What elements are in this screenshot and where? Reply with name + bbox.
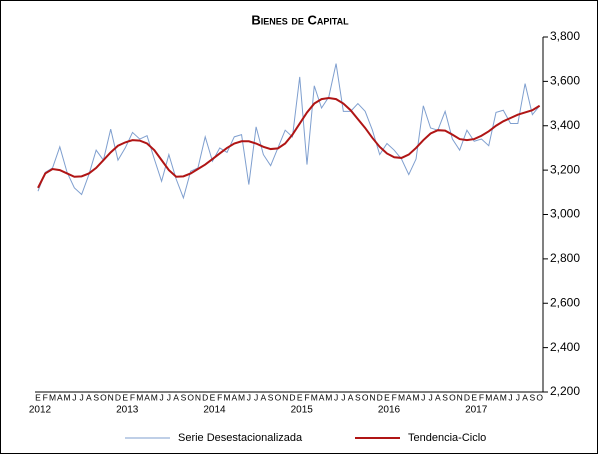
x-tick-label: M — [500, 392, 507, 402]
series-line — [37, 63, 541, 200]
x-tick-label: A — [406, 392, 412, 402]
x-tick-label: E — [471, 392, 477, 402]
x-tick-label: N — [282, 392, 288, 402]
x-tick-label: E — [384, 392, 390, 402]
x-tick-label: J — [421, 392, 425, 402]
x-tick-label: D — [464, 392, 470, 402]
x-tick-label: S — [181, 392, 187, 402]
x-tick-label: J — [508, 392, 512, 402]
x-tick-label: F — [43, 392, 48, 402]
x-tick-label: M — [398, 392, 405, 402]
year-label: 2016 — [378, 405, 401, 416]
x-tick-label: F — [392, 392, 397, 402]
x-tick-label: J — [341, 392, 345, 402]
x-tick-label: A — [173, 392, 179, 402]
x-tick-label: D — [202, 392, 208, 402]
x-tick-label: M — [238, 392, 245, 402]
x-tick-label: M — [311, 392, 318, 402]
x-tick-label: A — [261, 392, 267, 402]
x-tick-label: N — [369, 392, 375, 402]
legend-label: Serie Desestacionalizada — [178, 432, 303, 444]
series-line — [37, 97, 541, 189]
legend-label: Tendencia-Ciclo — [408, 432, 486, 444]
y-tick-label: 3,200 — [550, 162, 580, 176]
x-tick-label: F — [304, 392, 309, 402]
x-tick-label: J — [79, 392, 83, 402]
x-tick-label: A — [86, 392, 92, 402]
x-tick-label: O — [187, 392, 194, 402]
y-tick-label: 2,600 — [550, 295, 580, 309]
x-tick-label: A — [493, 392, 499, 402]
x-tick-label: J — [516, 392, 520, 402]
y-tick-label: 3,800 — [550, 29, 580, 43]
x-tick-label: E — [35, 392, 41, 402]
x-tick-label: M — [49, 392, 56, 402]
x-tick-label: D — [377, 392, 383, 402]
x-tick-label: O — [100, 392, 107, 402]
x-tick-label: J — [334, 392, 338, 402]
x-tick-label: F — [217, 392, 222, 402]
x-tick-label: N — [108, 392, 114, 402]
x-tick-label: O — [536, 392, 543, 402]
x-tick-label: A — [319, 392, 325, 402]
x-tick-label: E — [122, 392, 128, 402]
x-tick-label: O — [275, 392, 282, 402]
x-tick-label: D — [115, 392, 121, 402]
x-tick-label: A — [435, 392, 441, 402]
x-tick-label: N — [195, 392, 201, 402]
x-tick-label: J — [72, 392, 76, 402]
y-tick-label: 3,000 — [550, 207, 580, 221]
x-tick-label: S — [355, 392, 361, 402]
x-tick-label: M — [151, 392, 158, 402]
x-tick-label: M — [64, 392, 71, 402]
x-tick-label: A — [348, 392, 354, 402]
year-label: 2012 — [29, 405, 52, 416]
year-label: 2014 — [203, 405, 226, 416]
x-tick-label: J — [254, 392, 258, 402]
y-tick-label: 2,800 — [550, 251, 580, 265]
x-tick-label: O — [449, 392, 456, 402]
x-tick-label: A — [231, 392, 237, 402]
x-tick-label: S — [268, 392, 274, 402]
x-tick-label: M — [412, 392, 419, 402]
x-tick-label: J — [159, 392, 163, 402]
x-tick-label: J — [428, 392, 432, 402]
x-tick-label: J — [167, 392, 171, 402]
x-tick-label: F — [479, 392, 484, 402]
x-tick-label: A — [522, 392, 528, 402]
y-tick-label: 2,400 — [550, 340, 580, 354]
y-tick-label: 2,200 — [550, 384, 580, 398]
x-tick-label: M — [223, 392, 230, 402]
x-tick-label: N — [457, 392, 463, 402]
x-tick-label: A — [144, 392, 150, 402]
x-tick-label: F — [130, 392, 135, 402]
x-tick-label: M — [136, 392, 143, 402]
year-label: 2017 — [465, 405, 488, 416]
year-label: 2015 — [291, 405, 314, 416]
x-tick-label: J — [247, 392, 251, 402]
chart-title: Bienes de Capital — [251, 12, 349, 27]
y-tick-label: 3,600 — [550, 74, 580, 88]
y-tick-label: 3,400 — [550, 118, 580, 132]
x-tick-label: D — [289, 392, 295, 402]
year-label: 2013 — [116, 405, 139, 416]
x-tick-label: S — [530, 392, 536, 402]
x-tick-label: A — [57, 392, 63, 402]
x-tick-label: E — [210, 392, 216, 402]
x-tick-label: S — [442, 392, 448, 402]
x-tick-label: M — [325, 392, 332, 402]
x-tick-label: S — [93, 392, 99, 402]
x-tick-label: M — [485, 392, 492, 402]
x-tick-label: E — [297, 392, 303, 402]
x-tick-label: O — [362, 392, 369, 402]
